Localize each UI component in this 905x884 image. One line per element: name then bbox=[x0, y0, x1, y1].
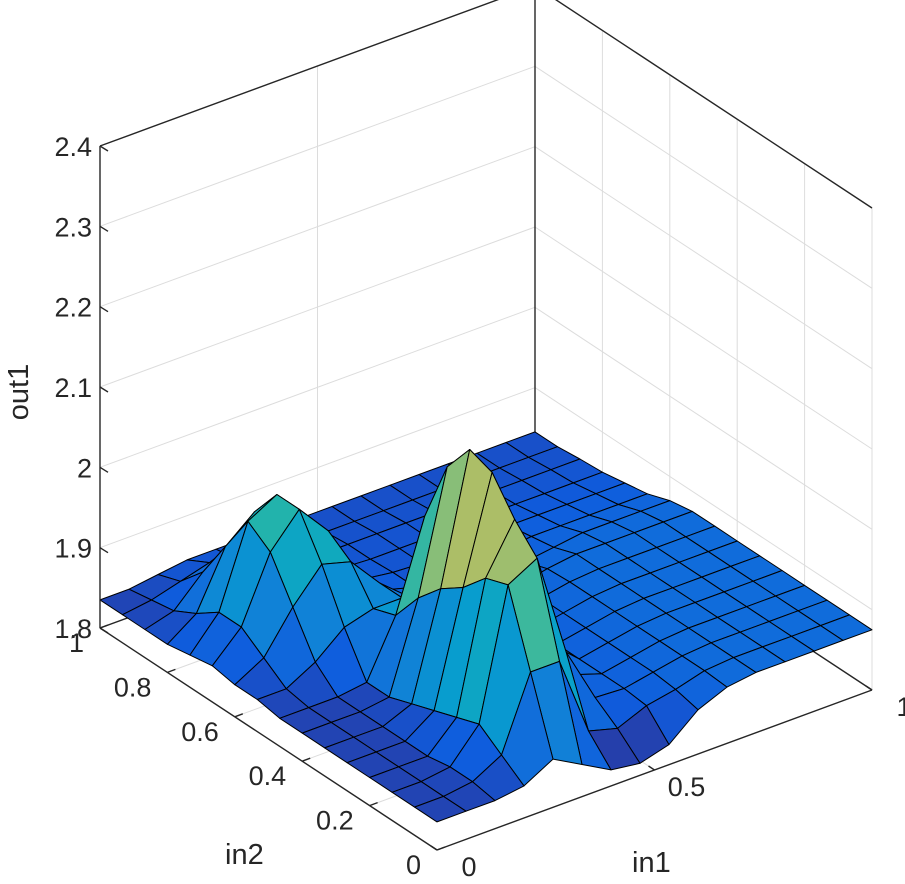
surface-facet-0-0 bbox=[414, 795, 467, 823]
y-tick-mark-1 bbox=[369, 801, 378, 807]
surface bbox=[99, 431, 873, 823]
y-tick-mark-4 bbox=[167, 668, 176, 674]
y-tick-mark-0 bbox=[436, 846, 446, 851]
y-tick-mark-2 bbox=[301, 757, 311, 762]
y-axis-line bbox=[99, 627, 438, 851]
x-tick-label-2: 1 bbox=[896, 692, 905, 722]
x-axis-label: in1 bbox=[632, 847, 671, 879]
y-tick-label-0: 0 bbox=[406, 850, 421, 880]
top-back-edge bbox=[99, 0, 499, 147]
z-tick-mark-5 bbox=[99, 225, 109, 232]
y-axis-label: in2 bbox=[225, 839, 264, 871]
x-tick-mark-1 bbox=[648, 765, 655, 771]
top-right-edge bbox=[554, 0, 873, 209]
x-tick-mark-0 bbox=[430, 845, 438, 851]
z-grid-right-4 bbox=[534, 146, 873, 370]
z-grid-right-5 bbox=[534, 65, 873, 289]
z-tick-mark-2 bbox=[99, 466, 109, 473]
z-tick-mark-4 bbox=[99, 306, 109, 313]
z-tick-label-2: 2 bbox=[77, 453, 92, 483]
y-tick-mark-3 bbox=[234, 713, 244, 718]
z-tick-mark-0 bbox=[99, 627, 109, 634]
z-axis-label: out1 bbox=[3, 364, 35, 420]
z-tick-label-3: 2.1 bbox=[54, 373, 92, 403]
z-tick-label-0: 1.8 bbox=[54, 614, 92, 644]
tick-labels: 1.8 1.9 2 2.1 2.2 2.3 2.4 0 0.2 0.4 0.6 0.8 1 0 0.5 1 bbox=[54, 132, 905, 882]
y-tick-label-4: 0.8 bbox=[114, 672, 152, 702]
y-tick-mark-5 bbox=[99, 624, 109, 629]
x-tick-label-0: 0 bbox=[461, 852, 476, 882]
z-grid-right-3 bbox=[534, 226, 873, 450]
y-tick-label-5: 1 bbox=[69, 628, 84, 658]
z-tick-label-6: 2.4 bbox=[54, 132, 92, 162]
z-grid-right-1 bbox=[534, 387, 873, 611]
y-tick-label-2: 0.4 bbox=[249, 761, 287, 791]
z-tick-label-4: 2.2 bbox=[54, 293, 92, 323]
z-tick-mark-6 bbox=[99, 145, 109, 152]
x-tick-mark-2 bbox=[865, 685, 873, 691]
y-tick-label-3: 0.6 bbox=[181, 717, 219, 747]
y-tick-label-1: 0.2 bbox=[316, 806, 354, 836]
z-tick-label-1: 1.9 bbox=[54, 534, 92, 564]
z-tick-mark-1 bbox=[99, 547, 109, 554]
z-tick-mark-3 bbox=[99, 386, 109, 393]
x-tick-label-1: 0.5 bbox=[668, 772, 706, 802]
z-tick-label-5: 2.3 bbox=[54, 212, 92, 242]
z-grid-right-2 bbox=[534, 306, 873, 530]
